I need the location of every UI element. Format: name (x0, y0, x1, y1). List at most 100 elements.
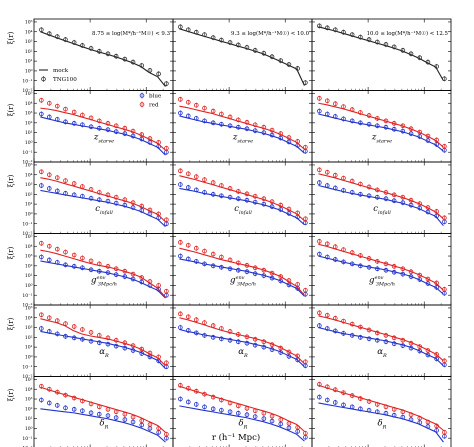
panel-r2-c2: cinfall (311, 161, 452, 234)
data-point-blue (122, 131, 128, 136)
data-point-red (317, 96, 322, 101)
data-point-blue (202, 261, 207, 267)
data-point-TNG100 (156, 71, 161, 77)
data-point-blue (374, 409, 380, 415)
data-point-red (349, 107, 355, 112)
data-point-red (63, 321, 68, 326)
data-point-TNG100 (63, 37, 68, 42)
data-point-red (80, 184, 85, 189)
data-point-blue (178, 110, 183, 116)
data-point-blue (391, 412, 397, 418)
data-point-red (202, 105, 207, 111)
data-point-red (96, 190, 102, 195)
data-point-blue (269, 347, 275, 352)
data-point-blue (408, 131, 414, 136)
data-point-blue (252, 414, 258, 419)
data-point-blue (185, 328, 191, 333)
data-point-red (193, 317, 199, 322)
data-point-blue (341, 402, 346, 408)
data-point-blue (88, 338, 94, 344)
series-line-mock (40, 31, 166, 87)
row-label-main: c (95, 204, 100, 214)
data-point-blue (178, 253, 183, 259)
data-point-red (295, 353, 300, 359)
data-point-blue (80, 336, 85, 342)
data-point-blue (63, 191, 68, 196)
data-point-red (295, 425, 300, 430)
data-point-red (156, 426, 161, 431)
data-point-blue (235, 267, 241, 273)
data-point-red (80, 255, 85, 261)
data-point-TNG100 (219, 37, 224, 43)
legend-color: blue red (139, 92, 162, 109)
data-point-blue (227, 409, 233, 415)
data-point-blue (324, 254, 330, 260)
data-point-red (317, 382, 322, 387)
data-point-red (164, 288, 169, 294)
data-point-blue (39, 397, 44, 403)
data-point-red (374, 116, 380, 121)
data-point-red (113, 194, 119, 200)
data-point-red (295, 139, 300, 144)
data-point-red (366, 113, 372, 118)
data-point-blue (358, 120, 363, 126)
data-point-red (147, 350, 153, 356)
panel-r4-c0: 10⁻² 10⁻¹ 10⁰ 10¹ 10² 10³ 10⁴ 10⁵ αR (22, 304, 174, 380)
data-point-blue (54, 188, 60, 194)
data-point-red (122, 125, 128, 131)
row-label: αR (377, 347, 387, 359)
data-point-blue (244, 197, 250, 203)
data-point-blue (185, 399, 191, 405)
row-label: δR (378, 419, 387, 431)
row-label: δR (239, 419, 248, 431)
y-tick-label: 10¹ (25, 130, 33, 136)
data-point-red (303, 288, 308, 293)
data-point-red (332, 387, 338, 393)
y-tick-label: 10⁻² (22, 374, 32, 380)
y-tick-label: 10⁰ (25, 140, 33, 146)
panel-r4-c1: αR (172, 304, 313, 377)
data-point-red (332, 172, 338, 178)
series-line-red-mock (40, 318, 166, 367)
data-point-red (261, 410, 267, 416)
y-tick-label: 10⁴ (25, 172, 33, 178)
series-line-red-mock (40, 249, 166, 298)
data-point-TNG100 (358, 34, 363, 40)
data-point-blue (374, 266, 380, 272)
y-tick-label: 10⁴ (25, 101, 33, 107)
data-point-red (278, 345, 284, 351)
data-point-red (383, 333, 389, 338)
data-point-red (317, 310, 322, 316)
data-point-TNG100 (374, 39, 380, 45)
y-tick-label: 10⁵ (25, 306, 33, 312)
data-point-blue (366, 407, 372, 413)
data-point-TNG100 (261, 50, 267, 56)
data-point-blue (105, 413, 111, 418)
data-point-TNG100 (278, 58, 284, 63)
data-point-blue (39, 183, 44, 188)
row-label-sub: infall (239, 210, 252, 216)
data-point-blue (105, 270, 111, 275)
data-point-blue (383, 267, 389, 273)
data-point-red (324, 98, 330, 104)
data-point-red (147, 422, 153, 427)
data-point-red (185, 99, 191, 105)
row-label: cinfall (95, 204, 113, 216)
y-tick-label: 10⁻² (22, 88, 32, 94)
data-point-blue (193, 116, 199, 121)
data-point-blue (252, 271, 258, 276)
data-point-red (341, 104, 346, 109)
data-point-red (303, 216, 308, 222)
data-point-red (46, 172, 52, 178)
row-label-sub: R (104, 425, 109, 431)
data-point-red (252, 193, 258, 199)
panel-frame (172, 18, 313, 91)
panel-grid: 10⁻² 10⁻¹ 10⁰ 10¹ 10² 10³ 10⁴ 10⁵ 8.75 ≤ log(M*/… (22, 18, 452, 447)
data-point-blue (130, 133, 136, 139)
row-label-sub: infall (378, 210, 391, 216)
data-point-red (341, 247, 346, 252)
data-point-blue (54, 403, 60, 408)
data-point-red (88, 330, 94, 335)
data-point-red (164, 360, 169, 366)
data-point-red (147, 136, 153, 141)
